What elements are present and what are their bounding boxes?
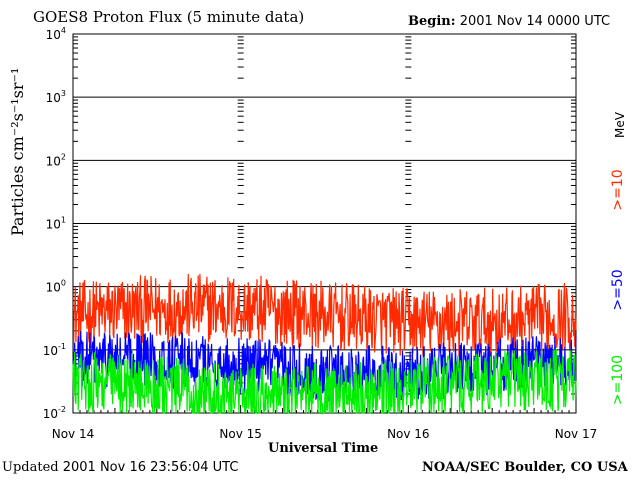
updated-value: 2001 Nov 16 23:56:04 UTC (62, 460, 239, 475)
y-tick-label: 104 (46, 26, 66, 42)
y-tick-label: 101 (46, 216, 66, 232)
series-line-gte10 (72, 273, 577, 357)
legend-label: >=50 (610, 269, 626, 310)
y-axis-label: Particles cm⁻²s⁻¹sr⁻¹ (8, 67, 27, 236)
updated-timestamp: Updated 2001 Nov 16 23:56:04 UTC (2, 461, 238, 474)
series-line-gte100 (72, 348, 577, 416)
legend-label: >=100 (610, 355, 626, 405)
legend-unit: MeV (613, 111, 627, 138)
begin-timestamp: Begin: 2001 Nov 14 0000 UTC (408, 15, 610, 28)
x-tick-label: Nov 16 (387, 427, 430, 441)
begin-value: 2001 Nov 14 0000 UTC (459, 14, 611, 29)
x-tick-label: Nov 14 (52, 427, 95, 441)
x-tick-label: Nov 17 (555, 427, 598, 441)
credit-text: NOAA/SEC Boulder, CO USA (422, 460, 628, 475)
y-tick-label: 10-2 (43, 405, 66, 421)
y-tick-label: 102 (46, 152, 66, 168)
updated-label: Updated (2, 460, 59, 475)
y-tick-label: 100 (46, 279, 66, 295)
legend-label: >=10 (610, 169, 626, 210)
begin-label: Begin: (408, 14, 456, 29)
y-tick-label: 103 (46, 89, 66, 105)
chart-title: GOES8 Proton Flux (5 minute data) (33, 8, 305, 26)
y-tick-label: 10-1 (43, 342, 66, 358)
x-axis-label: Universal Time (268, 441, 379, 456)
x-tick-label: Nov 15 (219, 427, 262, 441)
